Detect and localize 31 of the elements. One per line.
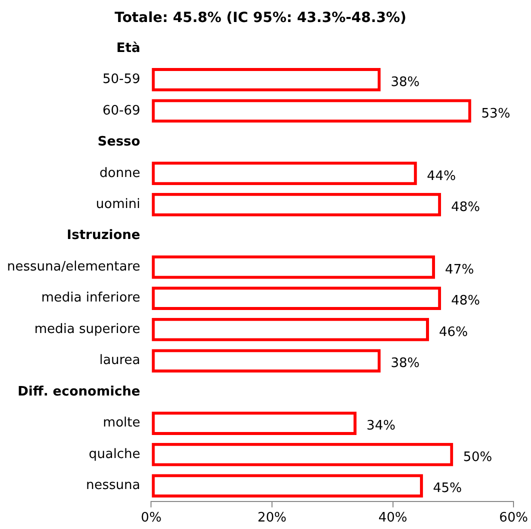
data-label: 46% — [439, 324, 468, 340]
y-tick-label: media inferiore — [41, 290, 140, 306]
x-tick-label: 60% — [499, 510, 528, 526]
data-label: 45% — [432, 481, 462, 496]
data-label: 38% — [390, 356, 420, 372]
data-label: 50% — [463, 450, 492, 465]
y-tick-label: donne — [100, 166, 140, 181]
y-tick-label: Istruzione — [66, 228, 140, 244]
data-label: 44% — [426, 168, 456, 184]
x-tick-label: 0% — [140, 510, 162, 526]
y-tick-label: Età — [116, 40, 140, 56]
data-label: 48% — [451, 294, 480, 309]
y-tick-label: Sesso — [98, 134, 140, 150]
y-tick-label: uomini — [96, 196, 140, 212]
chart-title: Totale: 45.8% (IC 95%: 43.3%-48.3%) — [114, 10, 406, 26]
data-label: 47% — [445, 262, 474, 278]
y-tick-label: qualche — [88, 446, 140, 462]
y-tick-label: Diff. economiche — [18, 384, 140, 400]
y-tick-label: 50-59 — [102, 72, 140, 88]
data-label: 34% — [366, 418, 396, 434]
data-label: 38% — [390, 75, 420, 90]
y-tick-label: molte — [102, 416, 140, 431]
y-tick-label: nessuna/elementare — [6, 259, 140, 274]
y-tick-label: nessuna — [86, 478, 140, 494]
x-tick-label: 40% — [378, 510, 408, 526]
y-tick-label: 60-69 — [102, 103, 140, 118]
y-tick-label: laurea — [99, 353, 140, 368]
x-tick-label: 20% — [258, 510, 286, 526]
data-label: 48% — [451, 200, 480, 215]
data-label: 53% — [481, 106, 510, 122]
y-tick-label: media superiore — [34, 322, 140, 337]
